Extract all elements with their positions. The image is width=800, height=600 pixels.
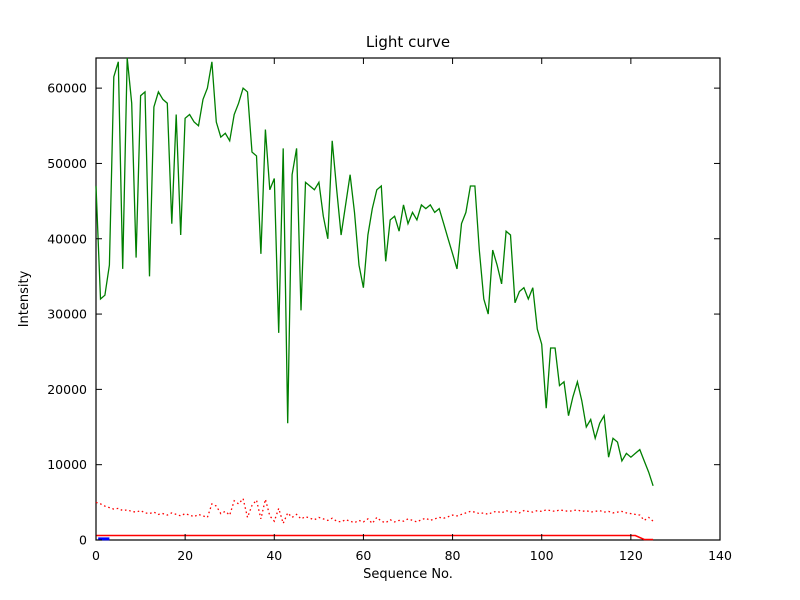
x-tick-label: 140 bbox=[708, 548, 732, 563]
axes-layer: 0 20 40 60 80 100 120 140 0 10000 20000 30000 40000 5… bbox=[47, 58, 732, 563]
series-main-light-curve bbox=[95, 57, 654, 487]
y-tick-label: 20000 bbox=[47, 382, 87, 397]
series-baseline-solid bbox=[96, 534, 654, 541]
x-tick-label: 80 bbox=[445, 548, 461, 563]
x-tick-label: 60 bbox=[355, 548, 371, 563]
x-tick-label: 100 bbox=[530, 548, 554, 563]
x-axis-label: Sequence No. bbox=[363, 567, 453, 582]
y-tick-label: 10000 bbox=[47, 457, 87, 472]
y-tick-label: 30000 bbox=[47, 307, 87, 322]
y-tick-label: 50000 bbox=[47, 156, 87, 171]
x-tick-label: 0 bbox=[92, 548, 100, 563]
y-tick-label: 40000 bbox=[47, 231, 87, 246]
x-tick-label: 40 bbox=[266, 548, 282, 563]
y-axis-label: Intensity bbox=[17, 270, 32, 327]
plot-area bbox=[95, 57, 721, 541]
series-layer bbox=[95, 57, 654, 541]
chart-title: Light curve bbox=[366, 33, 450, 51]
x-tick-label: 20 bbox=[177, 548, 193, 563]
y-tick-label: 0 bbox=[79, 533, 87, 548]
y-tick-label: 60000 bbox=[47, 81, 87, 96]
x-tick-label: 120 bbox=[619, 548, 643, 563]
